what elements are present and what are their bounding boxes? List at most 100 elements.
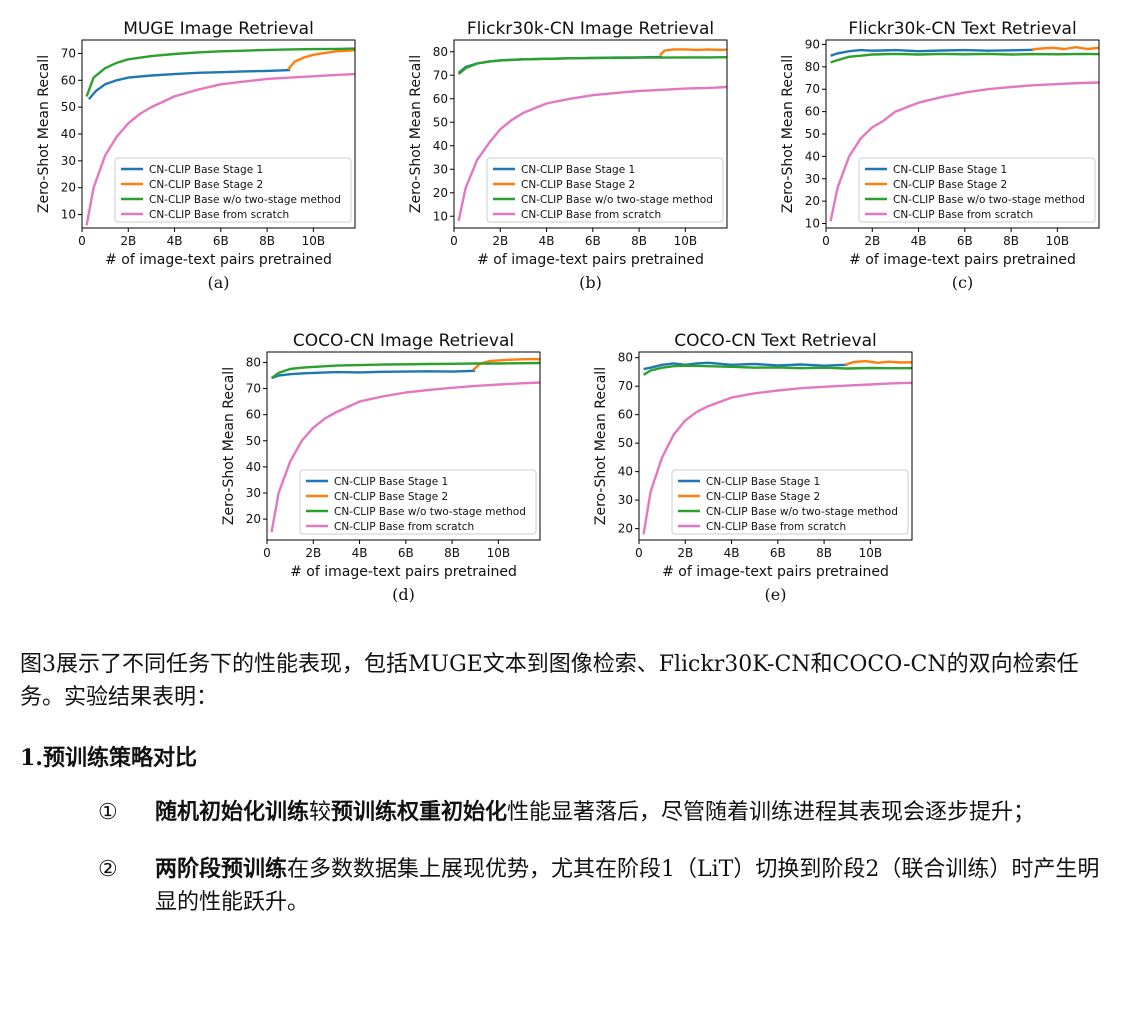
x-tick-label: 6B <box>770 546 786 560</box>
y-tick-label: 20 <box>805 194 820 208</box>
legend-entry: CN-CLIP Base w/o two-stage method <box>149 194 341 206</box>
y-tick-label: 80 <box>246 355 261 369</box>
item-number: ② <box>98 857 118 882</box>
legend-entry: CN-CLIP Base w/o two-stage method <box>334 506 526 518</box>
x-tick-label: 0 <box>822 234 830 248</box>
y-tick-label: 10 <box>61 208 76 222</box>
y-tick-label: 10 <box>805 217 820 231</box>
y-tick-label: 10 <box>433 209 448 223</box>
y-tick-label: 70 <box>618 379 633 393</box>
x-tick-label: 8B <box>444 546 460 560</box>
legend-entry: CN-CLIP Base Stage 2 <box>706 491 820 503</box>
x-axis-label: # of image-text pairs pretrained <box>290 564 517 580</box>
x-tick-label: 0 <box>450 234 458 248</box>
y-tick-label: 40 <box>433 139 448 153</box>
legend-entry: CN-CLIP Base w/o two-stage method <box>521 194 713 206</box>
legend-entry: CN-CLIP Base Stage 1 <box>893 164 1007 176</box>
x-tick-label: 10B <box>674 234 698 248</box>
panel-tag: (d) <box>392 585 415 604</box>
item-bold: 预训练权重初始化 <box>331 799 508 825</box>
series-line <box>642 381 913 535</box>
y-tick-label: 30 <box>618 493 633 507</box>
item-number: ① <box>98 800 118 825</box>
series-line <box>271 369 476 380</box>
series-line <box>829 81 1100 222</box>
section-heading: 1.预训练策略对比 <box>20 745 197 771</box>
x-tick-label: 4B <box>167 234 183 248</box>
y-axis-label: Zero-Shot Mean Recall <box>408 55 424 213</box>
x-tick-label: 8B <box>259 234 275 248</box>
list-item: ① 随机初始化训练较预训练权重初始化性能显著落后，尽管随着训练进程其表现会逐步提… <box>20 796 1120 829</box>
legend-entry: CN-CLIP Base from scratch <box>149 209 289 221</box>
y-tick-label: 70 <box>805 82 820 96</box>
x-tick-label: 0 <box>263 546 271 560</box>
y-axis-label: Zero-Shot Mean Recall <box>593 367 609 525</box>
legend-entry: CN-CLIP Base Stage 1 <box>521 164 635 176</box>
series-line <box>270 361 541 380</box>
y-tick-label: 20 <box>618 522 633 536</box>
y-tick-label: 40 <box>61 127 76 141</box>
legend-entry: CN-CLIP Base Stage 2 <box>149 179 263 191</box>
y-tick-label: 50 <box>618 436 633 450</box>
y-tick-label: 90 <box>805 37 820 51</box>
x-axis-label: # of image-text pairs pretrained <box>105 252 332 268</box>
series-line <box>457 85 728 222</box>
y-tick-label: 50 <box>433 115 448 129</box>
y-tick-label: 30 <box>61 154 76 168</box>
legend-box <box>858 157 1096 223</box>
legend-entry: CN-CLIP Base from scratch <box>521 209 661 221</box>
x-tick-label: 2B <box>864 234 880 248</box>
item-bold: 随机初始化训练 <box>155 799 310 825</box>
x-tick-label: 6B <box>585 234 601 248</box>
charts-svg: MUGE Image Retrieval 0 2B 4B 6B 8B 10B 10 20 30 40… <box>36 19 1100 604</box>
y-tick-label: 70 <box>433 68 448 82</box>
x-tick-label: 10B <box>1046 234 1070 248</box>
series-line <box>85 47 356 97</box>
legend-entry: CN-CLIP Base from scratch <box>334 521 474 533</box>
series-line <box>286 49 356 71</box>
x-tick-label: 8B <box>1003 234 1019 248</box>
x-tick-label: 10B <box>302 234 326 248</box>
x-tick-label: 10B <box>859 546 883 560</box>
x-tick-label: 6B <box>398 546 414 560</box>
x-tick-label: 4B <box>539 234 555 248</box>
series-line <box>830 48 1035 57</box>
chart-panel-3: Flickr30k-CN Text Retrieval 0 2B 4B 6B 8B 10B 1… <box>780 19 1100 292</box>
chart-panel-1: MUGE Image Retrieval 0 2B 4B 6B 8B 10B 10 20 30 40… <box>36 19 356 292</box>
panel-tag: (b) <box>579 273 602 292</box>
legend-entry: CN-CLIP Base Stage 2 <box>521 179 635 191</box>
y-tick-label: 80 <box>433 45 448 59</box>
y-tick-label: 50 <box>805 127 820 141</box>
x-axis-label: # of image-text pairs pretrained <box>849 252 1076 268</box>
x-tick-label: 10B <box>487 546 511 560</box>
y-axis-label: Zero-Shot Mean Recall <box>780 55 796 213</box>
series-line <box>270 381 541 533</box>
legend-entry: CN-CLIP Base Stage 1 <box>149 164 263 176</box>
x-tick-label: 2B <box>492 234 508 248</box>
legend-entry: CN-CLIP Base Stage 2 <box>334 491 448 503</box>
plot-frame <box>453 39 728 229</box>
x-tick-label: 4B <box>911 234 927 248</box>
series-line <box>87 68 291 100</box>
series-line <box>457 56 728 76</box>
y-tick-label: 70 <box>246 382 261 396</box>
x-tick-label: 4B <box>724 546 740 560</box>
x-tick-label: 2B <box>120 234 136 248</box>
y-tick-label: 40 <box>618 465 633 479</box>
plot-frame <box>638 351 913 541</box>
series-line <box>85 72 356 226</box>
y-tick-label: 20 <box>61 181 76 195</box>
chart-panel-5: COCO-CN Text Retrieval 0 2B 4B 6B 8B 10B 20 30 40… <box>593 331 913 604</box>
chart-panel-4: COCO-CN Image Retrieval 0 2B 4B 6B 8B 10B 20 30 4… <box>221 331 541 604</box>
series-line <box>659 48 728 57</box>
legend-entry: CN-CLIP Base from scratch <box>706 521 846 533</box>
x-axis-label: # of image-text pairs pretrained <box>477 252 704 268</box>
y-tick-label: 30 <box>433 162 448 176</box>
legend-entry: CN-CLIP Base w/o two-stage method <box>893 194 1085 206</box>
item-text: 较 <box>309 800 332 825</box>
text-block: 图3展示了不同任务下的性能表现，包括MUGE文本到图像检索、Flickr30K-… <box>20 648 1120 919</box>
y-tick-label: 60 <box>805 105 820 119</box>
legend-entry: CN-CLIP Base Stage 1 <box>706 476 820 488</box>
y-tick-label: 50 <box>61 100 76 114</box>
legend-entry: CN-CLIP Base Stage 1 <box>334 476 448 488</box>
